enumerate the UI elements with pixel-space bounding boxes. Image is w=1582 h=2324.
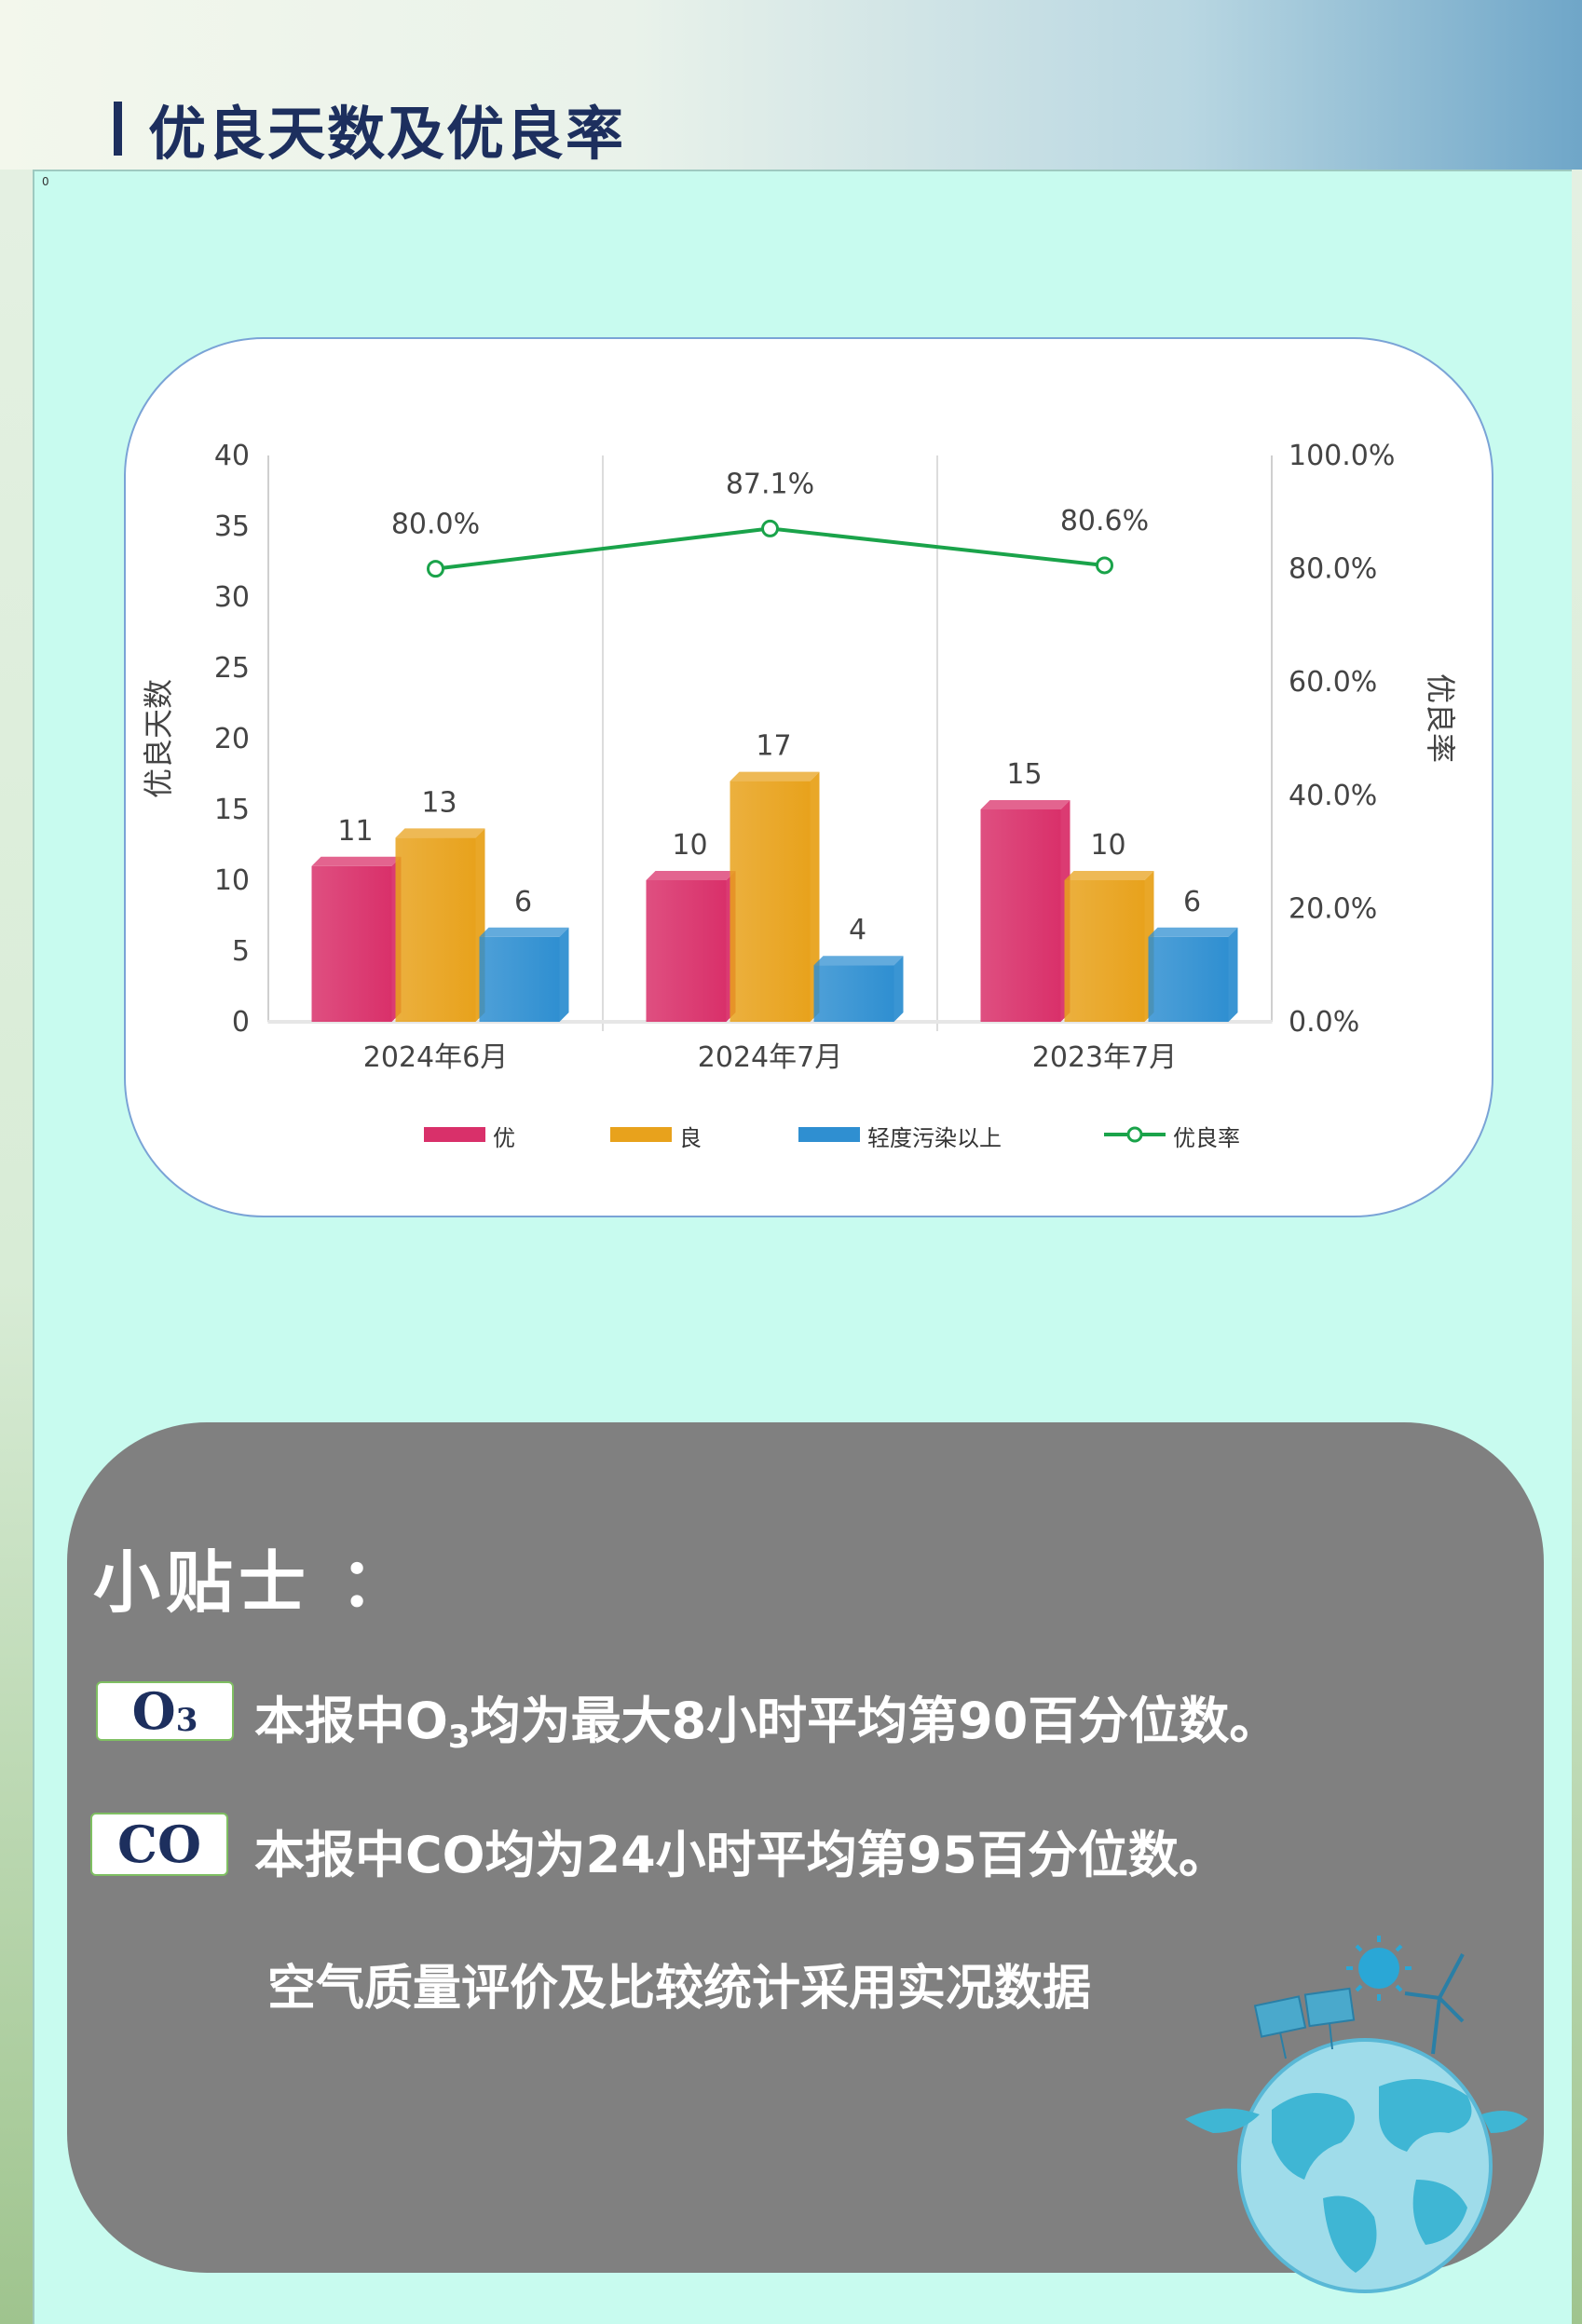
bar-value-label: 11 [337, 815, 373, 848]
x-tick-label: 2024年7月 [698, 1041, 842, 1074]
y2-tick-label: 80.0% [1289, 553, 1377, 586]
bar [395, 837, 476, 1022]
y-tick-label: 5 [232, 935, 250, 968]
y-tick-label: 10 [214, 864, 250, 897]
bar-top [479, 927, 569, 937]
rate-value-label: 80.6% [1060, 505, 1149, 537]
bar-top [646, 871, 736, 880]
rate-point [427, 560, 444, 578]
co-badge: CO [90, 1813, 228, 1876]
page-title: 优良天数及优良率 [114, 91, 625, 168]
bar [1064, 880, 1145, 1022]
bar [646, 880, 727, 1022]
x-tick-label: 2024年6月 [363, 1041, 508, 1074]
y-tick-label: 25 [214, 652, 250, 685]
panel-corner-label: 0 [42, 175, 49, 188]
bar-side [893, 956, 904, 1022]
header-band [0, 0, 1582, 170]
bar-top [311, 856, 402, 866]
legend-swatch [798, 1127, 860, 1142]
bar-value-label: 6 [1183, 886, 1201, 918]
bar-side [559, 927, 569, 1022]
wind-turbine-icon [1404, 1953, 1465, 2055]
y-tick-label: 30 [214, 581, 250, 614]
y-tick-label: 40 [214, 440, 250, 472]
bar [1148, 936, 1229, 1022]
bar-top [813, 956, 904, 966]
y-tick-label: 0 [232, 1006, 250, 1039]
tips-title: 小贴士 ： [93, 1543, 414, 1622]
bar-side [810, 771, 820, 1022]
bar-top [730, 771, 820, 781]
y-tick-label: 20 [214, 723, 250, 755]
data-note: 空气质量评价及比较统计采用实况数据 [267, 1961, 1092, 2017]
co-tip-text: 本报中CO均为24小时平均第95百分位数。 [254, 1826, 1229, 1884]
o3-badge-main: O [131, 1681, 176, 1741]
bar-value-label: 17 [756, 730, 791, 763]
bar-top [1148, 927, 1238, 937]
bar [980, 809, 1061, 1022]
x-tick-label: 2023年7月 [1032, 1041, 1177, 1074]
legend-label: 良 [679, 1125, 702, 1151]
bar [311, 865, 392, 1022]
o3-tip-pre: 本报中O [254, 1692, 448, 1750]
o3-tip-sub: 3 [447, 1719, 471, 1756]
sun-icon [1346, 1936, 1412, 2001]
bar-top [980, 800, 1071, 809]
y2-tick-label: 60.0% [1289, 666, 1377, 699]
y2-tick-label: 0.0% [1289, 1006, 1359, 1039]
bar-top [395, 828, 485, 838]
rate-point [761, 519, 779, 537]
y2-tick-label: 100.0% [1289, 440, 1395, 472]
o3-tip-text: 本报中O3均为最大8小时平均第90百分位数。 [254, 1679, 1280, 1756]
rate-point [1096, 556, 1113, 575]
solar-panel-icon [1253, 1987, 1356, 2059]
title-bar-icon [114, 102, 122, 156]
chart-card: 0 5 10 15 20 25 30 35 40 0.0% 20.0% 40.0% 60.0% 80.0%… [124, 337, 1493, 1217]
bar-value-label: 10 [1090, 829, 1125, 862]
legend-label: 优 [493, 1125, 515, 1151]
bar-value-label: 13 [421, 786, 457, 819]
page-title-text: 优良天数及优良率 [148, 100, 626, 168]
y-axis-title: 优良天数 [141, 679, 176, 798]
bar [813, 965, 894, 1022]
bar-value-label: 15 [1006, 758, 1042, 791]
y2-tick-label: 20.0% [1289, 892, 1377, 925]
o3-tip-post: 均为最大8小时平均第90百分位数。 [470, 1692, 1280, 1750]
y-tick-label: 15 [214, 794, 250, 826]
o3-badge-sub: 3 [175, 1702, 198, 1739]
bar-value-label: 4 [849, 914, 866, 946]
y2-axis-title: 优良率 [1423, 673, 1458, 763]
bar-value-label: 10 [672, 829, 707, 862]
chart: 0 5 10 15 20 25 30 35 40 0.0% 20.0% 40.0% 60.0% 80.0%… [141, 440, 1458, 1151]
earth-renewable-energy-icon [1185, 1936, 1528, 2293]
legend-swatch [610, 1127, 672, 1142]
bar [479, 936, 560, 1022]
bar-top [1064, 871, 1154, 880]
legend-label: 轻度污染以上 [867, 1125, 1002, 1151]
rate-value-label: 87.1% [726, 468, 814, 500]
legend-marker [1126, 1126, 1143, 1143]
bar-value-label: 6 [514, 886, 532, 918]
y2-tick-label: 40.0% [1289, 780, 1377, 812]
legend-swatch [424, 1127, 485, 1142]
bar-side [1228, 927, 1238, 1022]
y-tick-label: 35 [214, 510, 250, 543]
bar [730, 781, 811, 1022]
rate-value-label: 80.0% [391, 509, 480, 541]
legend-label: 优良率 [1173, 1125, 1240, 1151]
